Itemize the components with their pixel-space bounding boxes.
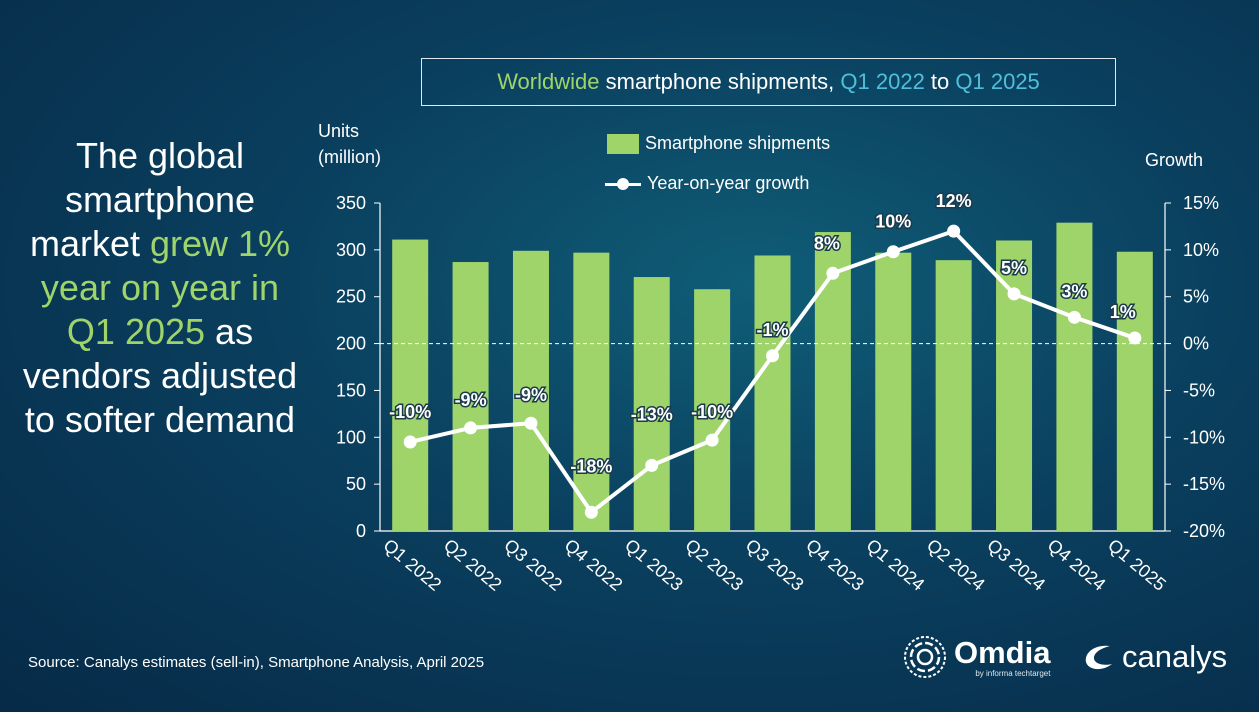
headline: The global smartphone market grew 1% yea… — [18, 134, 302, 442]
growth-point — [403, 435, 417, 449]
growth-data-label: -9% — [515, 385, 547, 405]
growth-data-label: -10% — [691, 402, 733, 422]
growth-point — [645, 458, 659, 472]
omdia-logo: Omdia by informa techtarget — [902, 634, 1050, 680]
growth-data-label: -18% — [570, 456, 612, 476]
bar-q3-2022 — [512, 250, 549, 531]
headline-text-1: The global smartphone market — [29, 135, 256, 264]
growth-data-label: 10% — [875, 212, 911, 232]
growth-data-label: 1% — [1110, 302, 1136, 322]
growth-data-label: -1% — [756, 320, 788, 340]
growth-data-label: 3% — [1061, 281, 1087, 301]
growth-point — [584, 505, 598, 519]
legend-bars-label: Smartphone shipments — [645, 133, 831, 153]
omdia-logo-text: Omdia — [954, 634, 1051, 670]
growth-point — [886, 245, 900, 259]
bar-q4-2022 — [573, 252, 610, 531]
growth-data-label: 8% — [814, 233, 840, 253]
x-axis-category-label: Q3 2022 — [500, 535, 566, 595]
x-axis-category-label: Q3 2023 — [742, 535, 808, 595]
bar-q1-2022 — [392, 239, 429, 531]
left-axis-title-line1: Units — [318, 121, 360, 141]
bar-q3-2023 — [754, 255, 791, 532]
headline-text-2: as vendors adjusted to softer demand — [22, 311, 298, 440]
right-axis-tick-label: -15% — [1183, 474, 1225, 494]
bar-q3-2024 — [996, 240, 1033, 531]
growth-data-label: 12% — [936, 191, 972, 211]
canalys-mark-icon — [1085, 645, 1112, 670]
legend-bars: Smartphone shipments — [607, 133, 830, 154]
x-axis-category-label: Q1 2023 — [621, 535, 687, 595]
growth-point — [826, 266, 840, 280]
right-axis-tick-label: 15% — [1183, 193, 1219, 213]
right-axis-tick-label: 0% — [1183, 334, 1209, 354]
right-axis-title: Growth — [1145, 150, 1204, 170]
title-to: to — [924, 69, 956, 94]
growth-point — [705, 433, 719, 447]
growth-point — [464, 421, 478, 435]
title-start-period: Q1 2022 — [840, 69, 925, 94]
right-axis-tick-label: 10% — [1183, 240, 1219, 260]
left-axis-title: Units (million) — [318, 118, 381, 170]
growth-point — [947, 224, 961, 238]
right-axis-tick-label: -10% — [1183, 427, 1225, 447]
omdia-logo-tagline: by informa techtarget — [975, 668, 1051, 678]
title-text: smartphone shipments, — [599, 69, 841, 94]
legend-line-label: Year-on-year growth — [647, 173, 810, 193]
legend-line-marker — [605, 174, 641, 194]
left-axis-tick-label: 50 — [346, 474, 366, 494]
growth-data-label: -13% — [631, 404, 673, 424]
bar-q1-2023 — [633, 277, 670, 531]
chart-title: Worldwide smartphone shipments, Q1 2022 … — [421, 58, 1116, 106]
left-axis-tick-label: 300 — [336, 240, 366, 260]
x-axis-category-label: Q4 2024 — [1044, 535, 1110, 595]
left-axis-tick-label: 0 — [356, 521, 366, 541]
bar-q2-2022 — [452, 262, 489, 531]
x-axis-category-label: Q1 2025 — [1104, 535, 1170, 595]
x-axis-category-label: Q2 2022 — [440, 535, 506, 595]
bar-q2-2024 — [935, 260, 972, 531]
x-axis-category-label: Q1 2022 — [380, 535, 446, 595]
x-axis-category-label: Q4 2023 — [802, 535, 868, 595]
bar-q4-2024 — [1056, 222, 1093, 531]
growth-point — [524, 416, 538, 430]
right-axis-tick-label: -5% — [1183, 380, 1215, 400]
left-axis-tick-label: 350 — [336, 193, 366, 213]
bar-q1-2025 — [1116, 251, 1153, 531]
x-axis-category-label: Q2 2024 — [923, 535, 989, 595]
growth-point — [1067, 310, 1081, 324]
right-axis-tick-label: -20% — [1183, 521, 1225, 541]
canalys-logo: canalys — [1082, 640, 1227, 674]
source-note: Source: Canalys estimates (sell-in), Sma… — [28, 654, 485, 671]
bar-q2-2023 — [694, 289, 731, 531]
bar-q4-2023 — [814, 232, 851, 531]
growth-point — [1128, 331, 1142, 345]
left-axis-tick-label: 150 — [336, 380, 366, 400]
title-end-period: Q1 2025 — [955, 69, 1040, 94]
growth-data-label: -10% — [389, 402, 431, 422]
growth-point — [1007, 287, 1021, 301]
right-axis-tick-label: 5% — [1183, 287, 1209, 307]
omdia-mark-icon — [904, 636, 946, 678]
x-axis-category-label: Q4 2022 — [561, 535, 627, 595]
canalys-logo-text: canalys — [1122, 639, 1228, 674]
left-axis-title-line2: (million) — [318, 147, 381, 167]
growth-point — [766, 349, 779, 363]
left-axis-tick-label: 200 — [336, 334, 366, 354]
bar-q1-2024 — [875, 252, 912, 531]
headline-highlight: grew 1% year on year in Q1 2025 — [40, 223, 291, 352]
left-axis-tick-label: 100 — [336, 427, 366, 447]
legend-line: Year-on-year growth — [605, 173, 809, 194]
x-axis-category-label: Q1 2024 — [863, 535, 929, 595]
growth-data-label: -9% — [455, 390, 487, 410]
legend-bar-swatch — [607, 133, 639, 154]
x-axis-category-label: Q2 2023 — [681, 535, 747, 595]
left-axis-tick-label: 250 — [336, 287, 366, 307]
x-axis-category-label: Q3 2024 — [983, 535, 1049, 595]
growth-data-label: 5% — [1001, 258, 1027, 278]
title-highlight-worldwide: Worldwide — [497, 69, 600, 94]
